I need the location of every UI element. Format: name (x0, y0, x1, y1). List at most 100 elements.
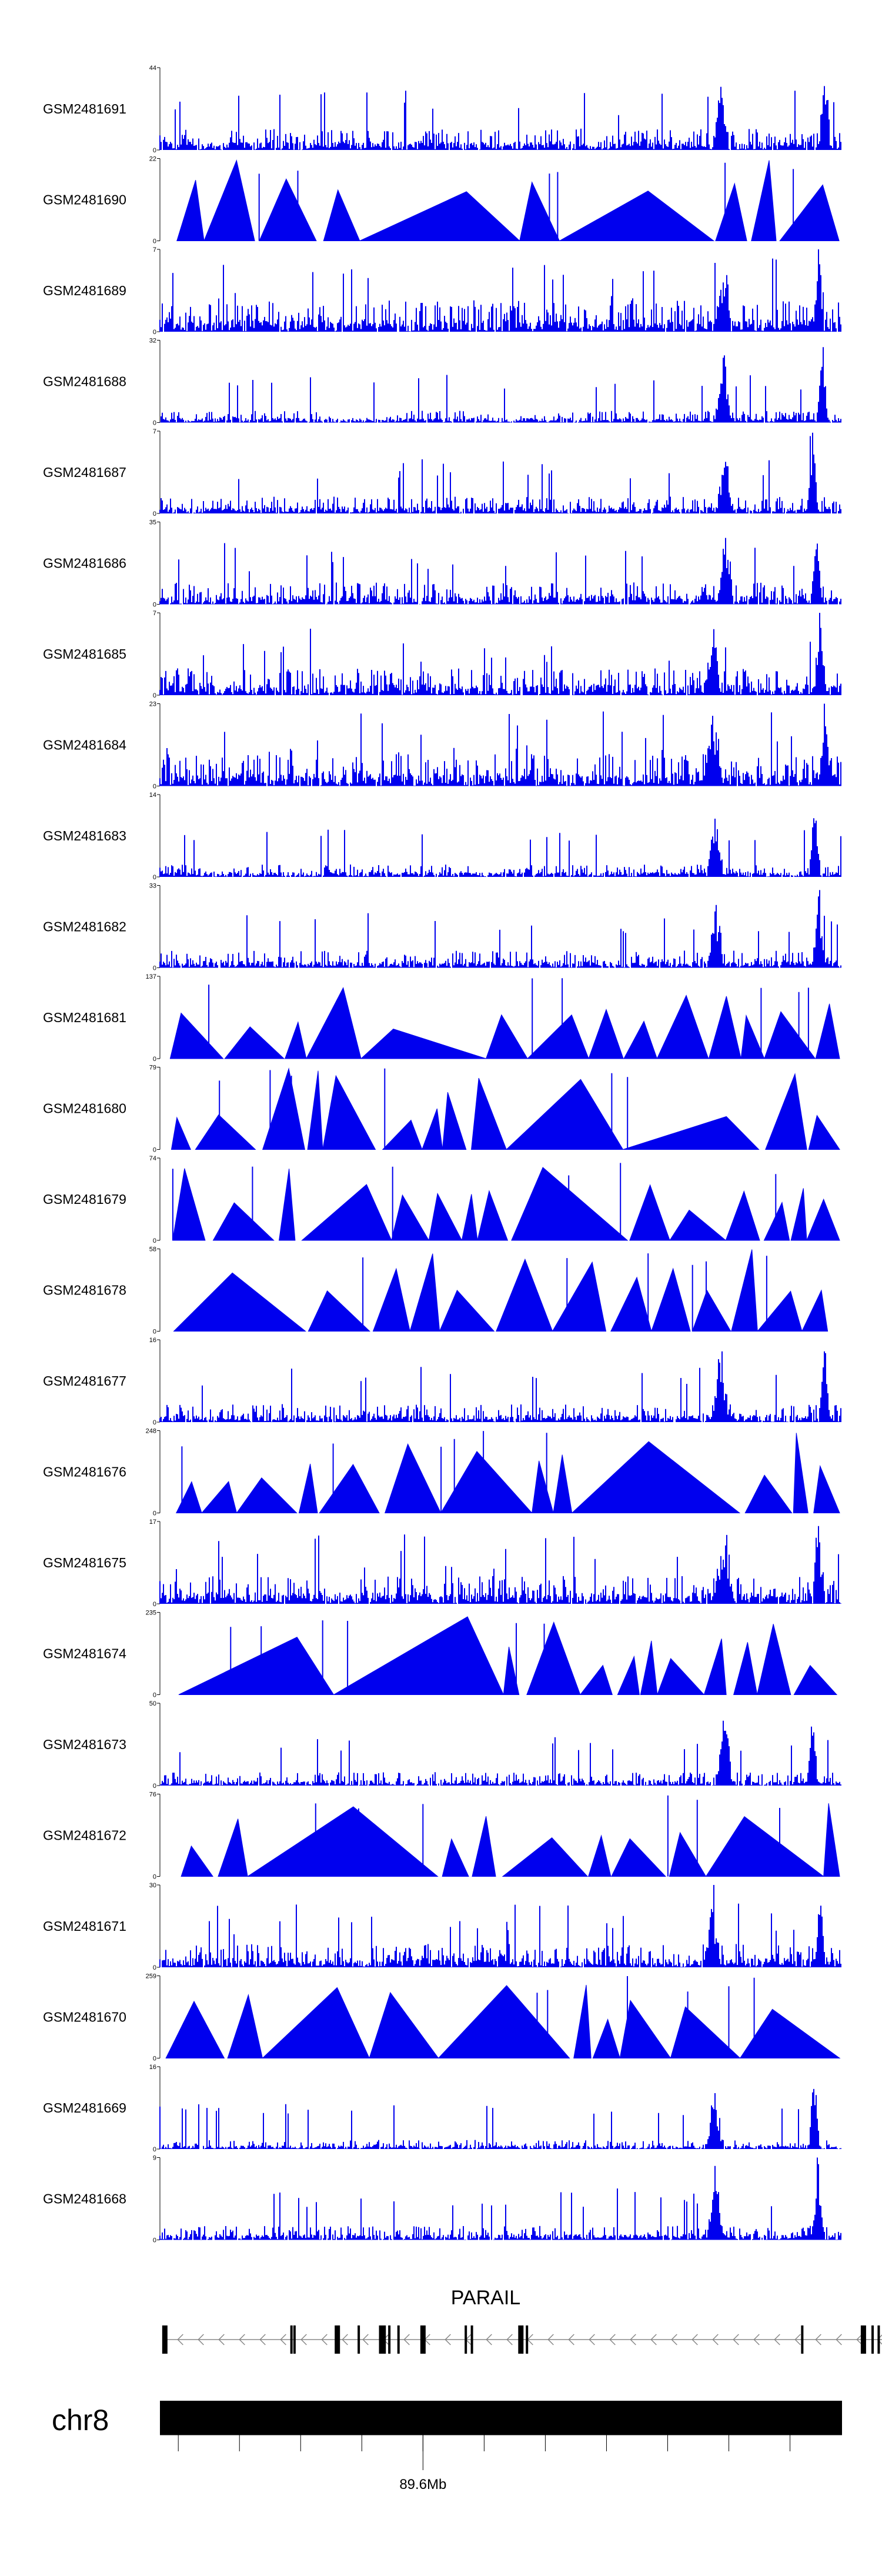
strand-arrow (836, 2334, 842, 2345)
track-GSM2481671: GSM2481671 30 0 (43, 1882, 841, 1971)
y-max-label: 76 (149, 1791, 156, 1798)
y-min-label: 0 (153, 874, 156, 881)
signal-area (172, 1167, 840, 1241)
strand-arrow (218, 2334, 225, 2345)
track-label: GSM2481684 (43, 738, 126, 753)
y-max-label: 259 (146, 1973, 156, 1980)
gene-exon (380, 2325, 386, 2354)
track-GSM2481682: GSM2481682 33 0 (43, 883, 841, 972)
strand-arrow (280, 2334, 286, 2345)
gene-exon (293, 2325, 296, 2354)
strand-arrow (321, 2334, 328, 2345)
y-min-label: 0 (153, 1056, 156, 1063)
track-GSM2481685: GSM2481685 7 0 (43, 610, 841, 699)
track-label: GSM2481683 (43, 828, 126, 843)
track-GSM2481672: GSM2481672 76 0 (43, 1791, 840, 1881)
y-min-label: 0 (153, 2237, 156, 2244)
signal-spikes (258, 162, 794, 241)
track-GSM2481689: GSM2481689 7 0 (43, 246, 841, 336)
strand-arrow (342, 2334, 348, 2345)
signal-spikes (362, 1253, 767, 1332)
track-GSM2481673: GSM2481673 50 0 (43, 1700, 841, 1790)
signal-area (181, 1803, 840, 1877)
strand-arrow (650, 2334, 657, 2345)
strand-arrow (815, 2334, 821, 2345)
strand-arrow (486, 2334, 492, 2345)
gene-track: PARAIL (162, 2287, 882, 2354)
track-GSM2481679: GSM2481679 74 0 (43, 1155, 840, 1244)
gene-exon (290, 2325, 293, 2354)
signal-spikes (172, 1163, 777, 1240)
strand-arrow (877, 2334, 882, 2345)
y-min-label: 0 (153, 1964, 156, 1971)
y-max-label: 22 (149, 156, 156, 163)
track-label: GSM2481676 (43, 1464, 126, 1480)
signal-area (165, 1984, 841, 2058)
y-max-label: 58 (149, 1246, 156, 1253)
signal-bars (159, 249, 841, 332)
track-label: GSM2481675 (43, 1555, 126, 1570)
gene-exon (379, 2325, 382, 2354)
strand-arrow (794, 2334, 801, 2345)
track-GSM2481688: GSM2481688 32 0 (43, 338, 841, 427)
y-max-label: 7 (153, 246, 156, 253)
strand-arrow (712, 2334, 719, 2345)
y-min-label: 0 (153, 1510, 156, 1517)
strand-arrow (362, 2334, 369, 2345)
signal-bars (159, 2157, 841, 2240)
strand-arrow (671, 2334, 677, 2345)
track-label: GSM2481671 (43, 1918, 126, 1934)
strand-arrow (609, 2334, 616, 2345)
y-min-label: 0 (153, 329, 156, 336)
track-label: GSM2481685 (43, 646, 126, 662)
y-min-label: 0 (153, 1783, 156, 1790)
track-GSM2481675: GSM2481675 17 0 (43, 1519, 841, 1608)
signal-bars (159, 818, 841, 877)
strand-arrow (630, 2334, 636, 2345)
strand-arrow (733, 2334, 739, 2345)
signal-spikes (208, 978, 809, 1059)
signal-bars (159, 703, 841, 786)
y-max-label: 137 (146, 973, 156, 980)
y-min-label: 0 (153, 420, 156, 427)
track-GSM2481669: GSM2481669 16 0 (43, 2064, 841, 2153)
track-label: GSM2481668 (43, 2191, 126, 2207)
y-min-label: 0 (153, 1601, 156, 1608)
y-max-label: 248 (146, 1428, 156, 1435)
y-min-label: 0 (153, 1147, 156, 1154)
strand-arrow (198, 2334, 204, 2345)
gene-exon (465, 2325, 467, 2354)
gene-exon (358, 2325, 360, 2354)
track-GSM2481678: GSM2481678 58 0 (43, 1246, 828, 1336)
y-max-label: 23 (149, 701, 156, 708)
gene-exon (801, 2325, 804, 2354)
y-min-label: 0 (153, 2056, 156, 2063)
gene-exon (860, 2325, 866, 2354)
y-max-label: 79 (149, 1065, 156, 1072)
signal-spikes (315, 1795, 780, 1877)
strand-arrow (445, 2334, 451, 2345)
y-min-label: 0 (153, 1237, 156, 1244)
signal-bars (159, 1885, 841, 1967)
gene-exon (518, 2325, 524, 2354)
gene-exon (162, 2325, 168, 2354)
track-GSM2481690: GSM2481690 22 0 (43, 156, 840, 245)
y-max-label: 16 (149, 1337, 156, 1344)
strand-arrow (300, 2334, 307, 2345)
y-max-label: 9 (153, 2155, 156, 2162)
signal-area (173, 1249, 828, 1332)
y-max-label: 44 (149, 65, 156, 72)
signal-bars (159, 1526, 841, 1604)
y-max-label: 32 (149, 338, 156, 345)
y-min-label: 0 (153, 2146, 156, 2153)
coordinate-tick-label: 89.6Mb (399, 2477, 446, 2492)
signal-spikes (230, 1620, 545, 1695)
track-label: GSM2481677 (43, 1373, 126, 1389)
signal-area (176, 159, 840, 241)
track-label: GSM2481679 (43, 1192, 126, 1207)
signal-bars (159, 1720, 841, 1786)
track-GSM2481684: GSM2481684 23 0 (43, 701, 841, 790)
y-max-label: 50 (149, 1700, 156, 1707)
track-label: GSM2481691 (43, 101, 126, 116)
track-GSM2481691: GSM2481691 44 0 (43, 65, 841, 154)
